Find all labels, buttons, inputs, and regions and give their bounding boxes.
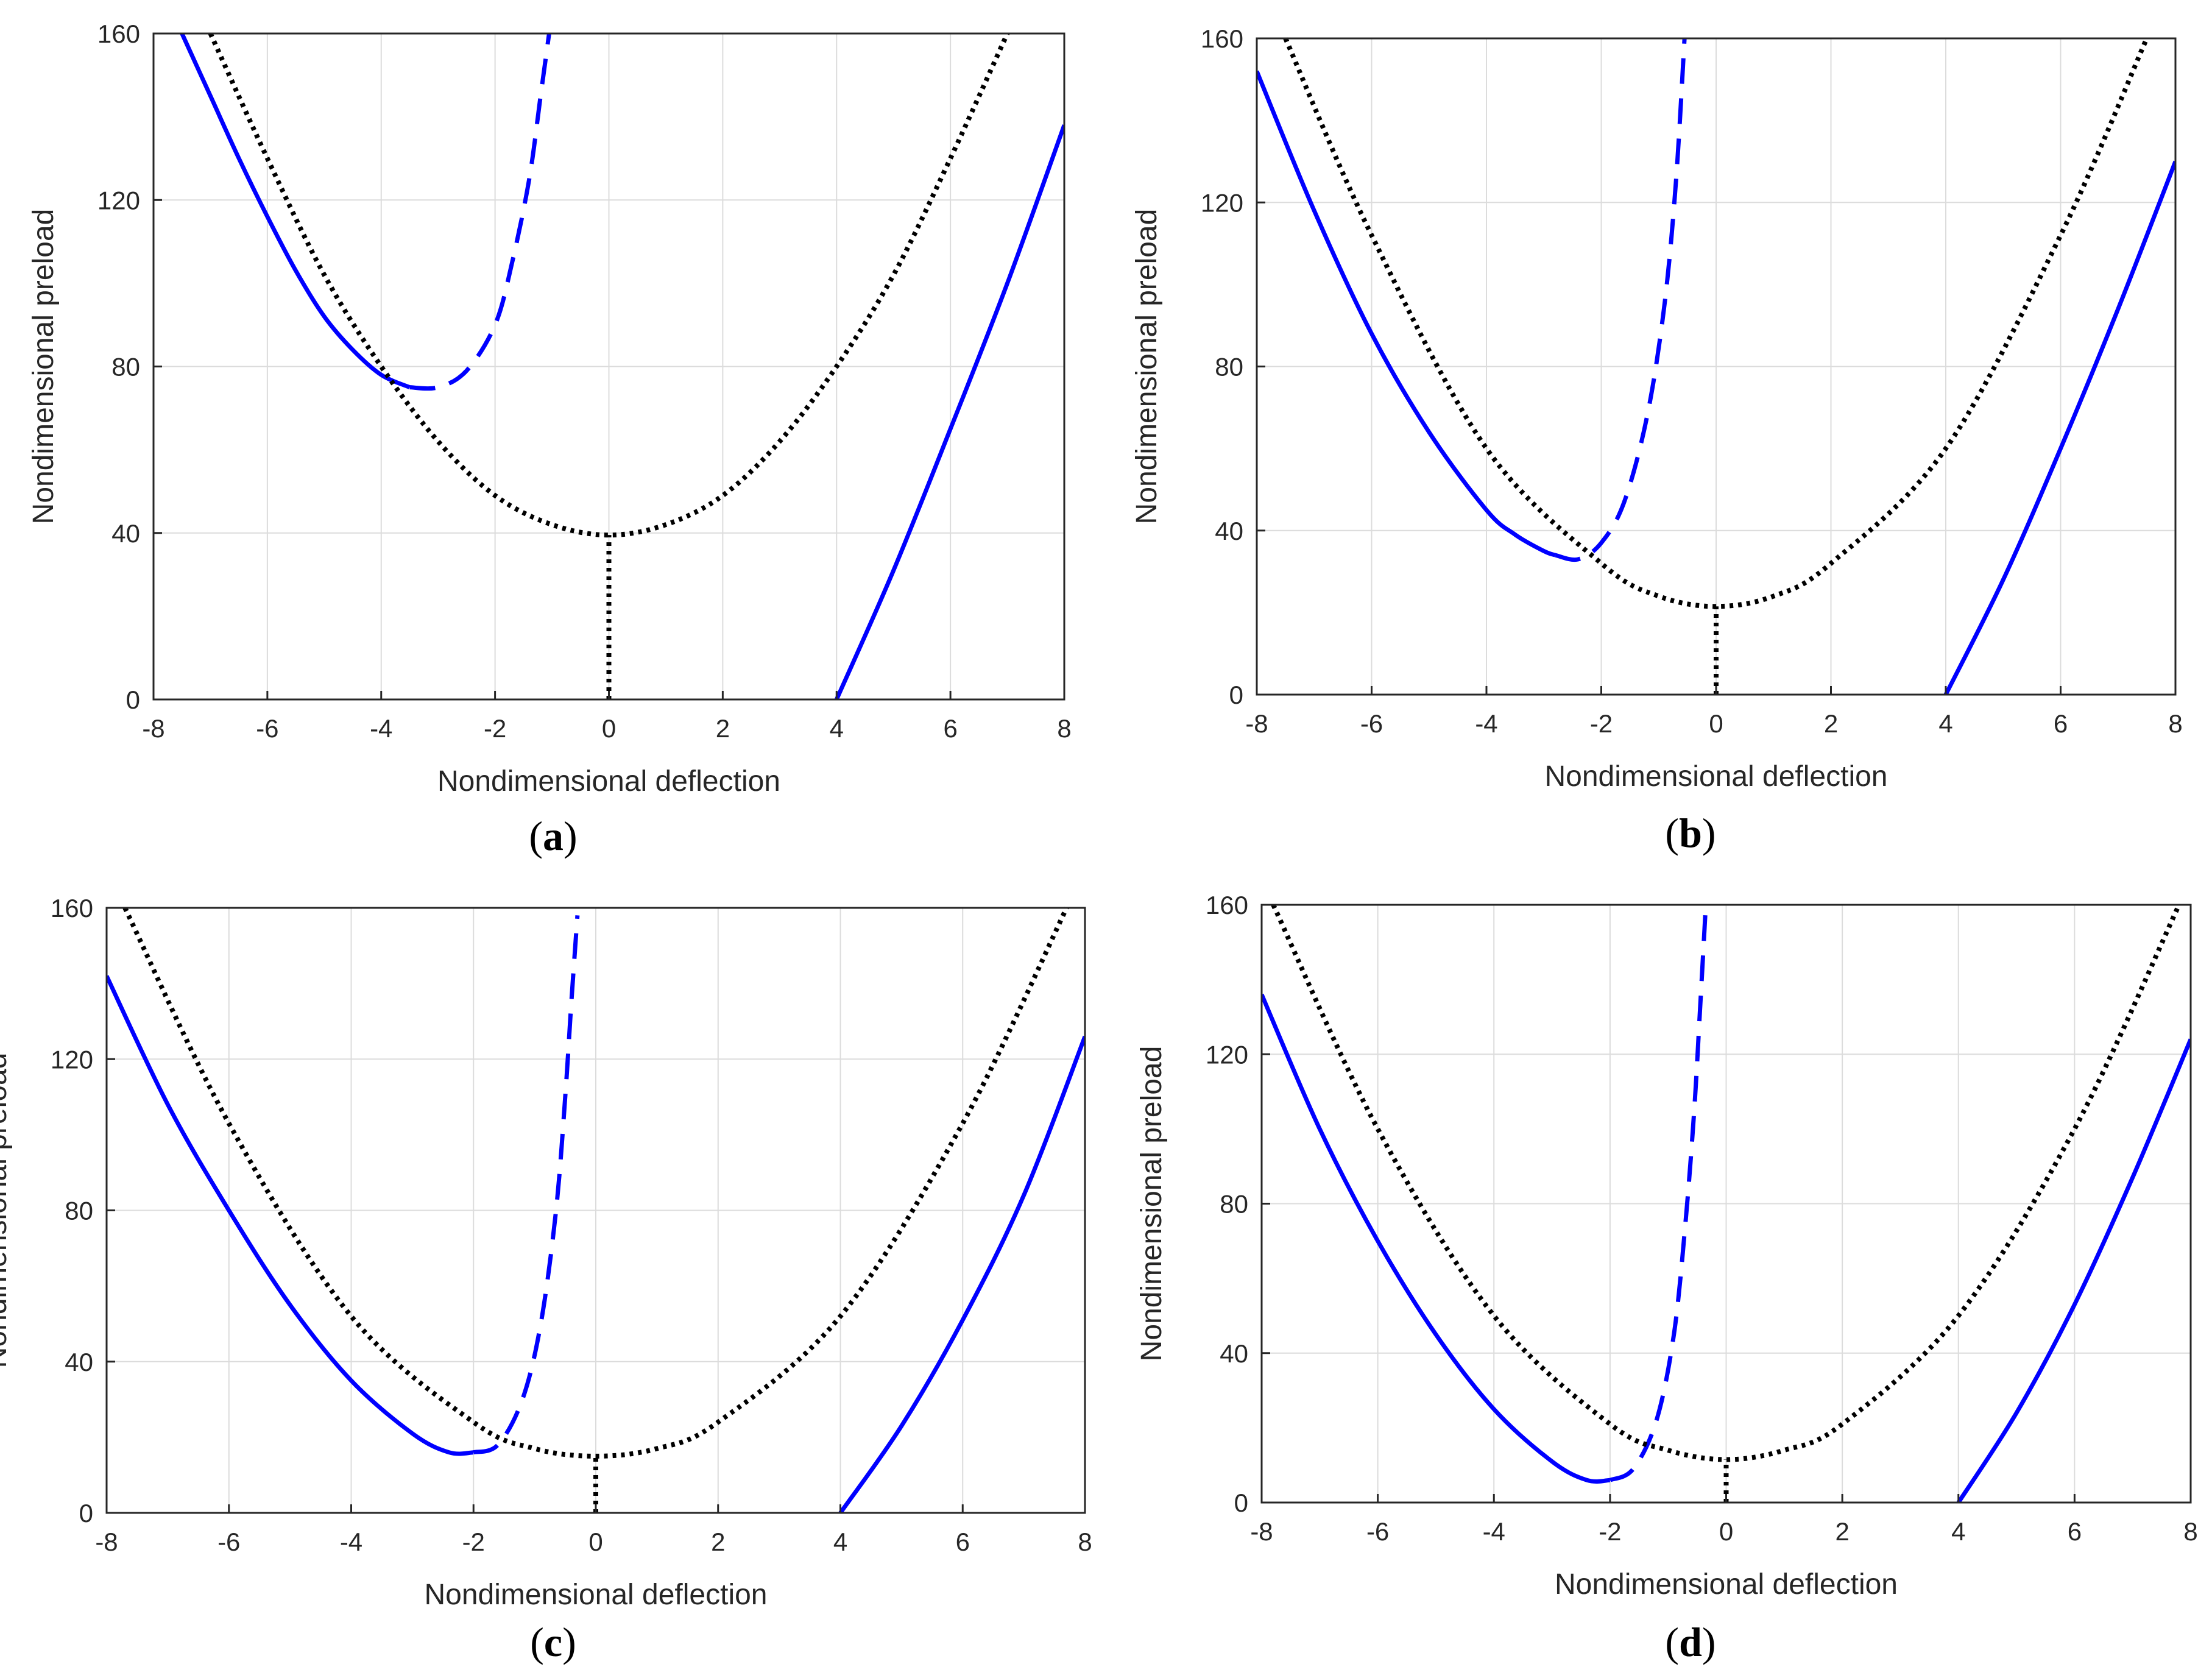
x-tick-label: 2: [1835, 1517, 1849, 1546]
series-group: [107, 907, 1085, 1513]
x-axis-label: Nondimensional deflection: [1555, 1568, 1898, 1601]
x-tick-label: 0: [1719, 1517, 1733, 1546]
panel-letter: b: [1679, 810, 1702, 856]
y-tick-label: 160: [1201, 24, 1243, 53]
x-tick-label: -8: [1245, 709, 1268, 738]
x-tick-label: 0: [602, 714, 616, 743]
y-tick-label: 120: [51, 1045, 93, 1074]
x-tick-label: 4: [833, 1528, 847, 1556]
x-tick-label: -8: [142, 714, 164, 743]
x-tick-label: -2: [1590, 709, 1613, 738]
unstable-branch: [473, 915, 580, 1455]
y-tick-label: 0: [1229, 681, 1243, 709]
y-tick-label: 160: [97, 19, 140, 48]
y-tick-label: 0: [126, 685, 140, 714]
x-tick-label: -2: [484, 714, 506, 743]
unstable-branch: [1555, 38, 1687, 562]
y-tick-label: 40: [1215, 517, 1243, 545]
y-tick-label: 80: [1220, 1190, 1248, 1219]
x-tick-label: 8: [2183, 1517, 2197, 1546]
x-tick-label: 2: [716, 714, 730, 743]
x-tick-label: 8: [1078, 1528, 1092, 1556]
y-axis-label: Nondimensional preload: [1136, 1046, 1168, 1362]
series-group: [180, 32, 1064, 699]
x-tick-label: -6: [1366, 1517, 1389, 1546]
x-tick-label: 2: [711, 1528, 725, 1556]
x-tick-label: -4: [1475, 709, 1497, 738]
reference-parabola: [1271, 904, 2182, 1462]
x-tick-label: 6: [943, 714, 957, 743]
y-tick-label: 0: [79, 1499, 93, 1528]
stable-right-branch: [1943, 160, 2175, 695]
y-tick-label: 80: [65, 1197, 93, 1225]
reference-parabola: [1283, 37, 2149, 609]
x-tick-label: 4: [830, 714, 844, 743]
x-axis-label: Nondimensional deflection: [424, 1579, 767, 1611]
stable-right-branch: [838, 1035, 1085, 1513]
stable-left-branch: [107, 975, 474, 1456]
unstable-branch: [1609, 904, 1708, 1482]
x-tick-label: 0: [588, 1528, 602, 1556]
panel-letter: a: [543, 813, 564, 859]
x-tick-label: 6: [2054, 709, 2068, 738]
x-tick-label: -4: [340, 1528, 362, 1556]
unstable-branch: [409, 33, 551, 391]
x-tick-label: 4: [1938, 709, 1952, 738]
panel-letter: d: [1679, 1619, 1702, 1665]
stable-left-branch: [180, 32, 411, 389]
x-tick-label: 8: [2168, 709, 2182, 738]
panel-letter: c: [544, 1619, 562, 1665]
x-tick-label: -6: [1360, 709, 1383, 738]
x-tick-label: 6: [956, 1528, 970, 1556]
y-tick-label: 40: [111, 519, 140, 548]
x-tick-label: 4: [1951, 1517, 1965, 1546]
y-tick-label: 40: [1220, 1339, 1248, 1368]
stable-left-branch: [1262, 993, 1611, 1484]
y-tick-label: 40: [65, 1348, 93, 1376]
y-tick-label: 0: [1234, 1489, 1248, 1517]
y-axis-label: Nondimensional preload: [0, 1053, 13, 1368]
x-tick-label: -6: [256, 714, 278, 743]
reference-parabola: [122, 907, 1069, 1459]
y-tick-label: 160: [51, 894, 93, 922]
series-group: [1257, 37, 2175, 695]
x-tick-label: -2: [1599, 1517, 1621, 1546]
y-tick-label: 160: [1206, 891, 1248, 919]
stable-left-branch: [1257, 70, 1557, 558]
x-tick-label: -8: [95, 1528, 118, 1556]
stable-right-branch: [1956, 1038, 2191, 1503]
x-tick-label: 6: [2068, 1517, 2082, 1546]
y-axis-label: Nondimensional preload: [1131, 209, 1163, 525]
panel-caption: (c): [530, 1619, 576, 1665]
x-axis-label: Nondimensional deflection: [1544, 760, 1887, 793]
x-tick-label: 8: [1057, 714, 1071, 743]
x-tick-label: 2: [1824, 709, 1838, 738]
y-tick-label: 120: [97, 186, 140, 214]
panel-caption: (d): [1665, 1619, 1716, 1665]
reference-parabola: [208, 32, 1010, 538]
x-tick-label: -6: [217, 1528, 240, 1556]
y-tick-label: 120: [1201, 188, 1243, 217]
y-axis-label: Nondimensional preload: [27, 209, 60, 525]
panel-caption: (a): [529, 813, 577, 859]
series-group: [1262, 904, 2191, 1503]
x-tick-label: -4: [1483, 1517, 1505, 1546]
x-axis-label: Nondimensional deflection: [437, 765, 780, 798]
x-tick-label: 0: [1709, 709, 1723, 738]
panel-caption: (b): [1665, 810, 1716, 856]
y-tick-label: 80: [111, 353, 140, 381]
x-tick-label: -8: [1250, 1517, 1273, 1546]
x-tick-label: -4: [370, 714, 392, 743]
y-tick-label: 120: [1206, 1040, 1248, 1069]
x-tick-label: -2: [462, 1528, 485, 1556]
stable-right-branch: [835, 124, 1064, 699]
y-tick-label: 80: [1215, 353, 1243, 381]
